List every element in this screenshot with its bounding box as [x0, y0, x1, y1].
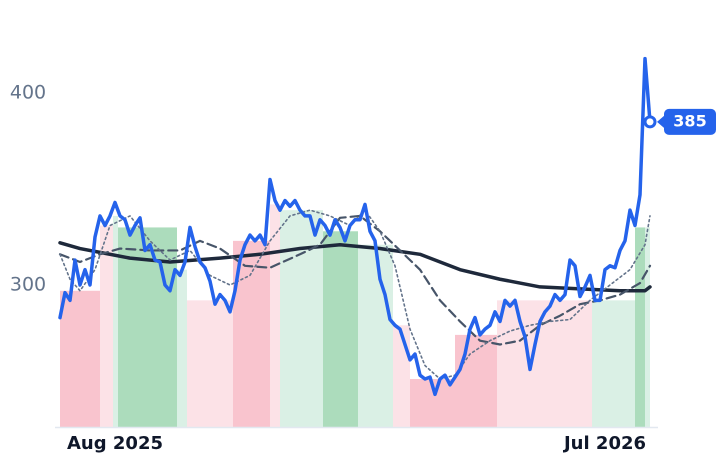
last-point — [643, 115, 657, 129]
value-label: 385 — [673, 111, 706, 130]
band — [60, 290, 100, 427]
badge-pointer — [657, 115, 664, 128]
band — [187, 300, 233, 427]
series-line — [58, 56, 652, 397]
band — [497, 300, 592, 427]
band — [455, 334, 497, 427]
band — [635, 227, 645, 427]
band — [100, 225, 113, 427]
band — [645, 227, 650, 427]
band — [323, 231, 358, 427]
band — [393, 325, 410, 427]
x-tick-label: Jul 2026 — [562, 433, 646, 454]
band — [113, 215, 118, 427]
band — [270, 204, 280, 427]
band — [177, 269, 187, 427]
series-line — [58, 214, 652, 346]
band — [358, 244, 393, 427]
y-tick-label: 400 — [10, 82, 46, 104]
band — [592, 300, 635, 427]
band — [280, 210, 323, 427]
series-line — [58, 241, 652, 293]
y-tick-label: 300 — [10, 274, 46, 296]
x-tick-label: Aug 2025 — [67, 433, 163, 454]
value-badge — [664, 108, 716, 135]
